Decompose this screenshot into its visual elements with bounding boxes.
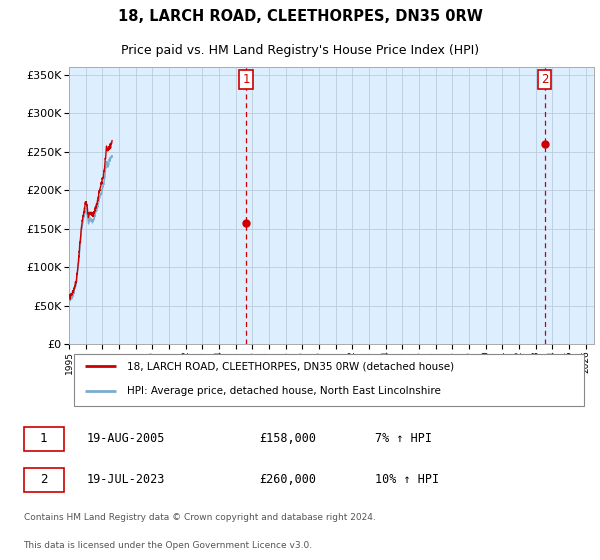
Text: 2: 2 [40,473,47,486]
Text: £158,000: £158,000 [260,432,317,445]
Text: Price paid vs. HM Land Registry's House Price Index (HPI): Price paid vs. HM Land Registry's House … [121,44,479,57]
Text: HPI: Average price, detached house, North East Lincolnshire: HPI: Average price, detached house, Nort… [127,386,440,396]
Text: 10% ↑ HPI: 10% ↑ HPI [375,473,439,486]
Text: 1: 1 [40,432,47,445]
FancyBboxPatch shape [74,354,583,406]
Text: 7% ↑ HPI: 7% ↑ HPI [375,432,432,445]
Text: 2: 2 [541,73,548,86]
FancyBboxPatch shape [23,427,64,451]
FancyBboxPatch shape [23,468,64,492]
Text: 18, LARCH ROAD, CLEETHORPES, DN35 0RW: 18, LARCH ROAD, CLEETHORPES, DN35 0RW [118,10,482,24]
Text: 1: 1 [242,73,250,86]
Text: 18, LARCH ROAD, CLEETHORPES, DN35 0RW (detached house): 18, LARCH ROAD, CLEETHORPES, DN35 0RW (d… [127,361,454,371]
Text: 19-AUG-2005: 19-AUG-2005 [87,432,165,445]
Text: This data is licensed under the Open Government Licence v3.0.: This data is licensed under the Open Gov… [23,542,313,550]
Text: £260,000: £260,000 [260,473,317,486]
Text: 19-JUL-2023: 19-JUL-2023 [87,473,165,486]
Text: Contains HM Land Registry data © Crown copyright and database right 2024.: Contains HM Land Registry data © Crown c… [23,514,375,522]
